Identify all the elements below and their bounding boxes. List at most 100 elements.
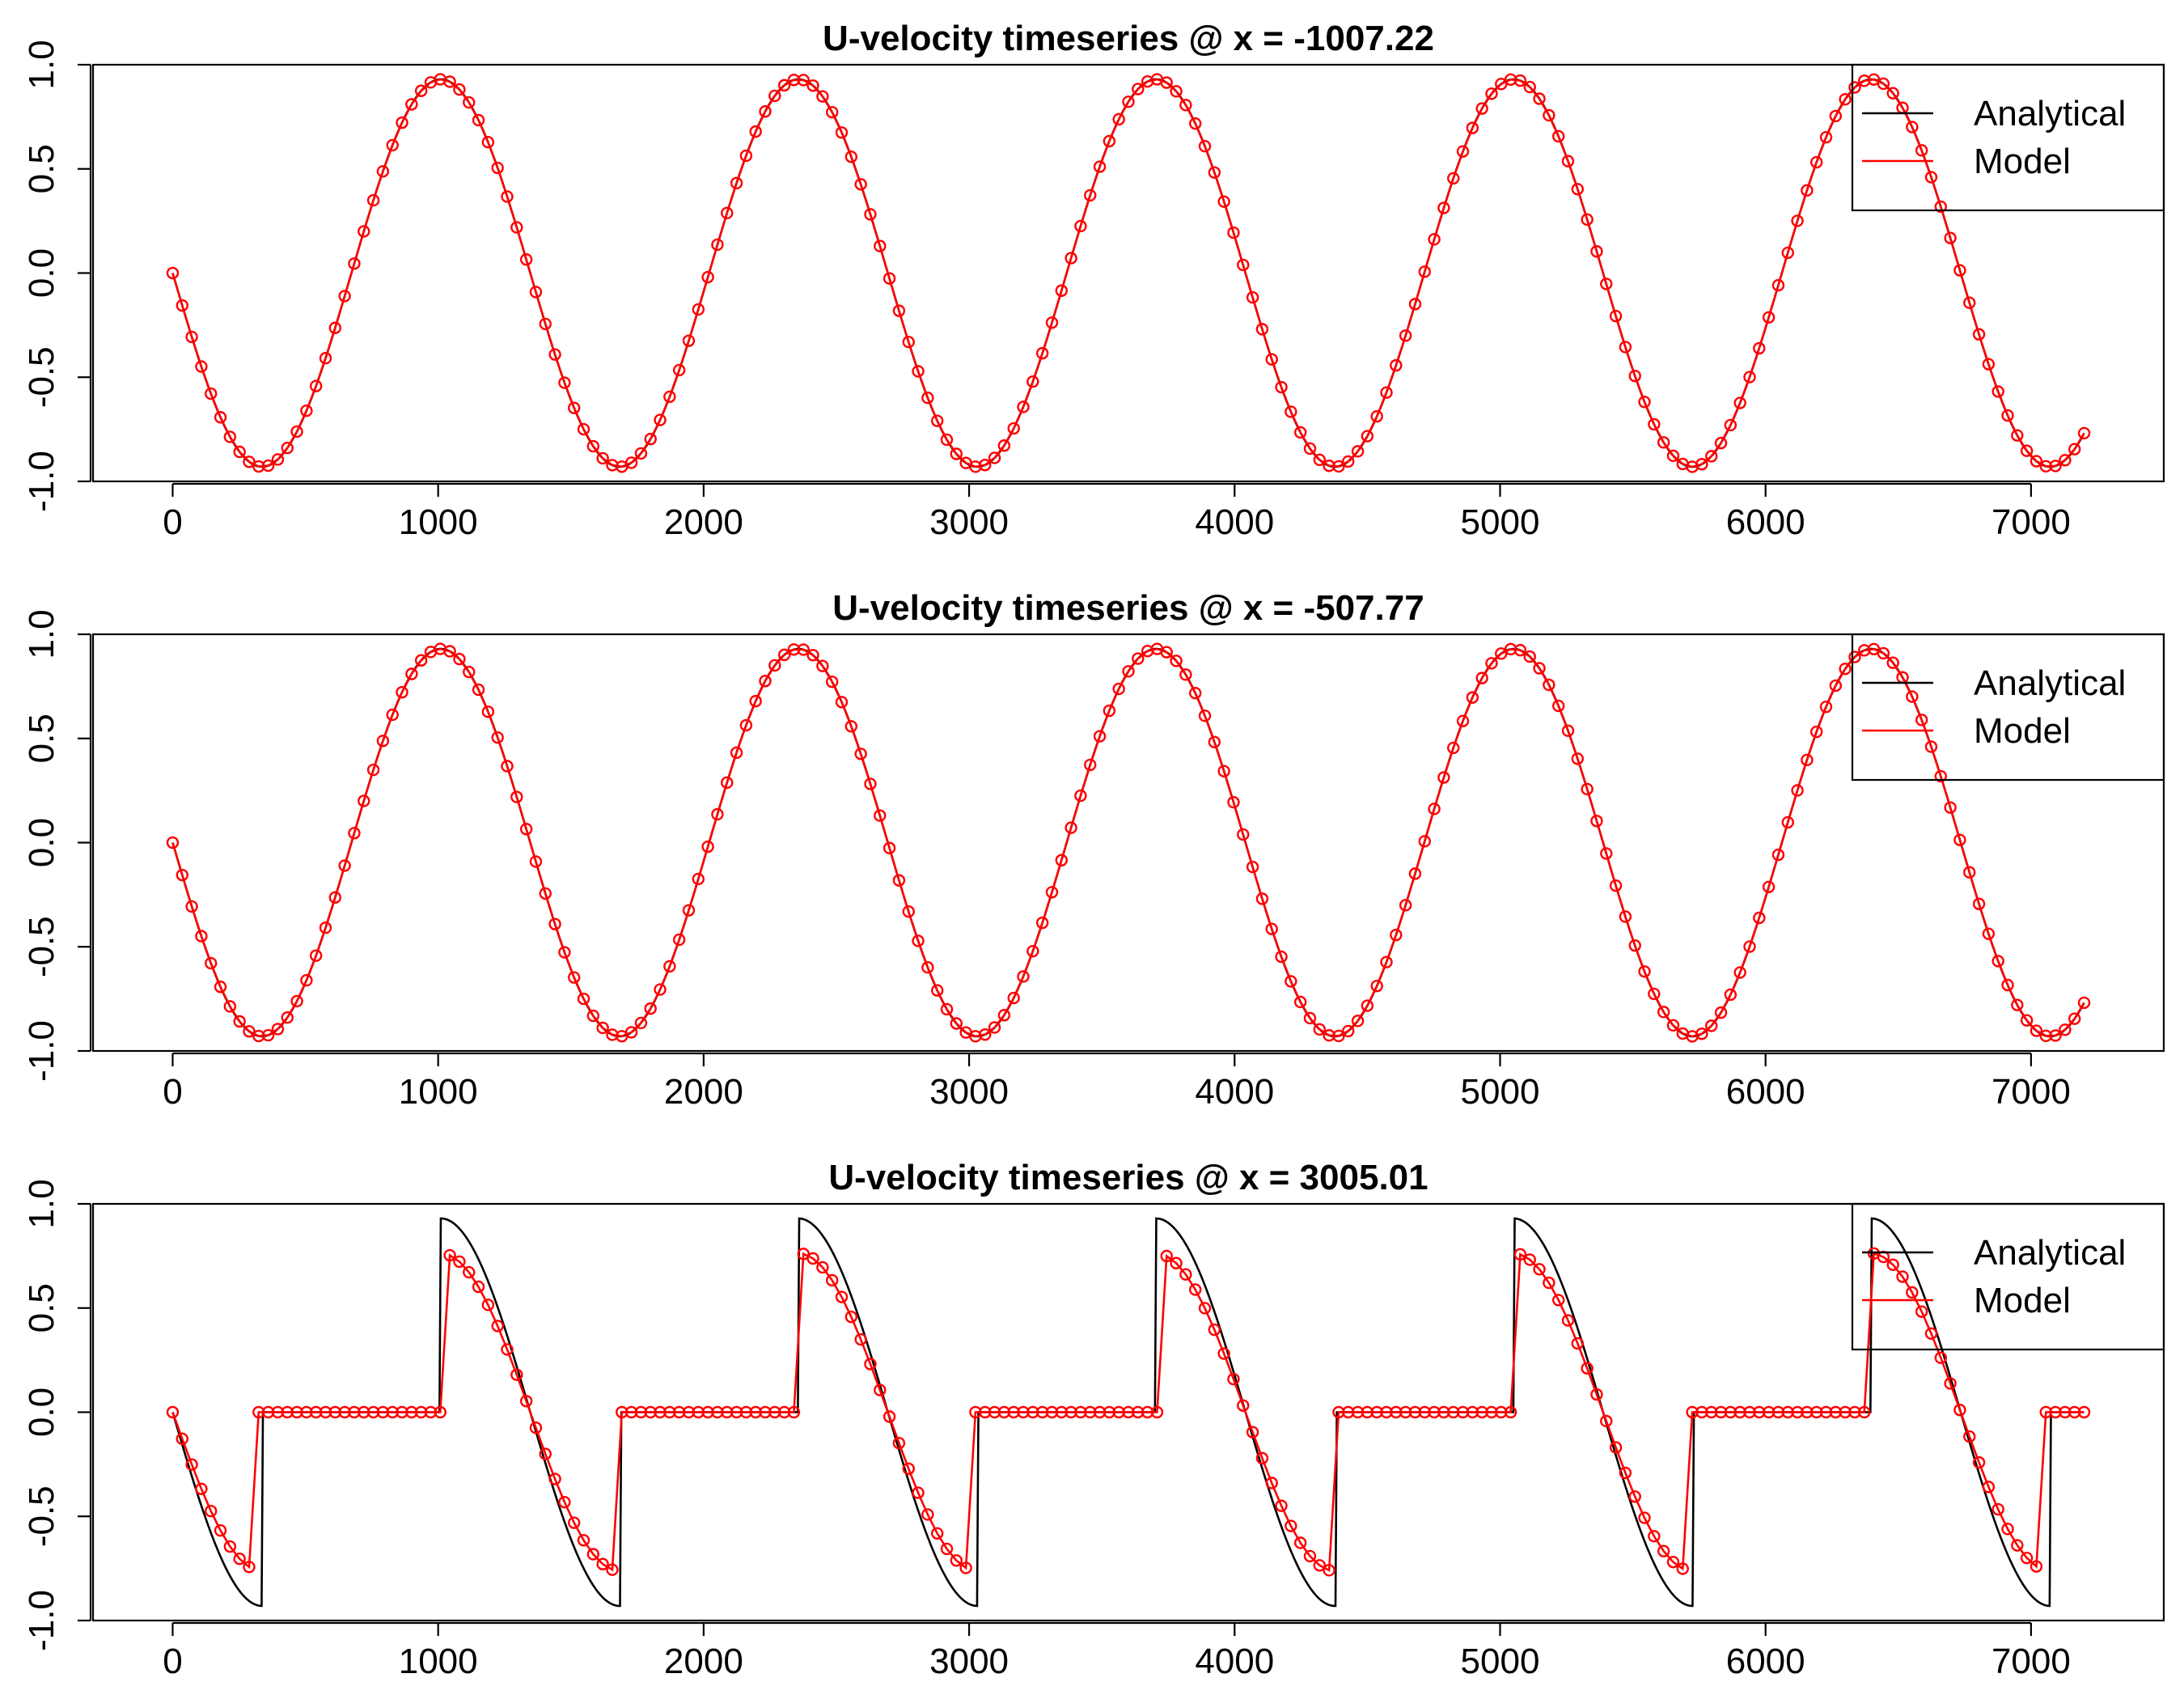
- data-point: [1217, 195, 1230, 208]
- data-point: [1733, 396, 1746, 409]
- data-point: [443, 1248, 456, 1262]
- data-point: [1944, 801, 1957, 814]
- data-point: [1084, 189, 1097, 202]
- data-point: [1657, 1544, 1670, 1557]
- data-point: [701, 270, 714, 284]
- data-point: [2068, 443, 2081, 455]
- y-tick-label: 0.0: [22, 1388, 61, 1437]
- data-point: [844, 150, 858, 163]
- data-point: [586, 1548, 600, 1561]
- data-point: [166, 1405, 180, 1419]
- data-point: [1533, 92, 1546, 105]
- data-point: [1533, 662, 1546, 675]
- data-point: [577, 422, 590, 436]
- data-point: [1227, 1372, 1240, 1386]
- data-point: [1906, 121, 1919, 133]
- data-point: [654, 983, 667, 996]
- data-point: [2059, 1023, 2072, 1036]
- data-point: [1648, 987, 1661, 1001]
- data-point: [472, 683, 485, 697]
- data-point: [882, 272, 896, 285]
- data-point: [166, 836, 180, 850]
- data-point: [1886, 1258, 1899, 1271]
- x-tick-label: 5000: [1461, 1642, 1540, 1681]
- data-point: [396, 116, 408, 129]
- data-point: [1227, 795, 1240, 809]
- data-point: [1399, 329, 1412, 342]
- data-point: [1953, 1404, 1966, 1417]
- y-tick-label: 1.0: [22, 609, 61, 659]
- data-point: [1160, 76, 1173, 89]
- data-point: [568, 1516, 581, 1529]
- data-point: [529, 1421, 543, 1434]
- data-point: [826, 675, 839, 688]
- data-point: [529, 855, 543, 868]
- data-point: [434, 1405, 447, 1419]
- data-point: [844, 720, 858, 733]
- data-point: [921, 961, 934, 974]
- chart-panel: U-velocity timeseries @ x = 3005.01 0 1000…: [22, 1158, 2165, 1681]
- data-point: [1829, 679, 1843, 693]
- data-point: [1819, 130, 1833, 144]
- data-point: [205, 1504, 218, 1518]
- data-point: [1160, 1249, 1173, 1263]
- data-point: [519, 823, 533, 836]
- data-point: [1179, 668, 1192, 681]
- data-point: [443, 75, 456, 88]
- data-point: [1600, 847, 1613, 860]
- data-point: [319, 921, 332, 934]
- legend-box: [1851, 1202, 2165, 1351]
- data-point: [1609, 309, 1623, 323]
- data-point: [1561, 1314, 1575, 1327]
- data-point: [1848, 81, 1861, 94]
- data-point: [1581, 213, 1594, 227]
- data-point: [2068, 1012, 2081, 1025]
- data-point: [2020, 444, 2034, 457]
- data-point: [777, 78, 791, 92]
- data-point: [243, 1025, 256, 1038]
- y-tick-label: 1.0: [22, 1179, 61, 1228]
- data-point: [1064, 252, 1077, 265]
- chart-title: U-velocity timeseries @ x = -1007.22: [823, 19, 1434, 58]
- data-point: [1017, 400, 1030, 413]
- data-point: [1648, 417, 1661, 431]
- data-point: [1246, 290, 1259, 304]
- data-point: [2001, 409, 2014, 422]
- data-point: [1513, 643, 1527, 657]
- data-point: [1571, 752, 1585, 765]
- data-point: [1753, 341, 1766, 355]
- data-point: [309, 949, 323, 962]
- data-point: [472, 1280, 485, 1294]
- x-tick-label: 3000: [929, 1072, 1009, 1112]
- data-point: [568, 971, 581, 984]
- data-point: [233, 1553, 246, 1566]
- data-point: [1208, 735, 1221, 748]
- data-point: [1657, 1006, 1670, 1019]
- data-point: [739, 718, 753, 732]
- data-point: [1523, 650, 1536, 663]
- data-point: [1590, 245, 1603, 258]
- data-point: [596, 1021, 609, 1035]
- data-point: [624, 456, 638, 469]
- y-tick-label: 0.5: [22, 144, 61, 193]
- y-tick-label: -1.0: [22, 451, 61, 512]
- data-point: [366, 193, 380, 207]
- data-point: [1724, 418, 1737, 432]
- data-point: [1408, 867, 1422, 880]
- data-point: [854, 748, 867, 761]
- x-tick-label: 3000: [929, 502, 1009, 542]
- data-point: [1189, 117, 1202, 130]
- data-point: [1571, 1337, 1585, 1350]
- data-point: [1963, 866, 1976, 879]
- data-point: [892, 874, 906, 887]
- data-point: [1293, 1536, 1307, 1549]
- x-tick-label: 2000: [664, 1072, 743, 1112]
- data-point: [568, 401, 581, 414]
- data-point: [1906, 1286, 1919, 1299]
- data-point: [205, 387, 218, 400]
- data-point: [1877, 77, 1890, 91]
- data-point: [692, 303, 705, 316]
- data-point: [1982, 927, 1996, 940]
- data-point: [1724, 988, 1737, 1002]
- data-point: [261, 459, 275, 472]
